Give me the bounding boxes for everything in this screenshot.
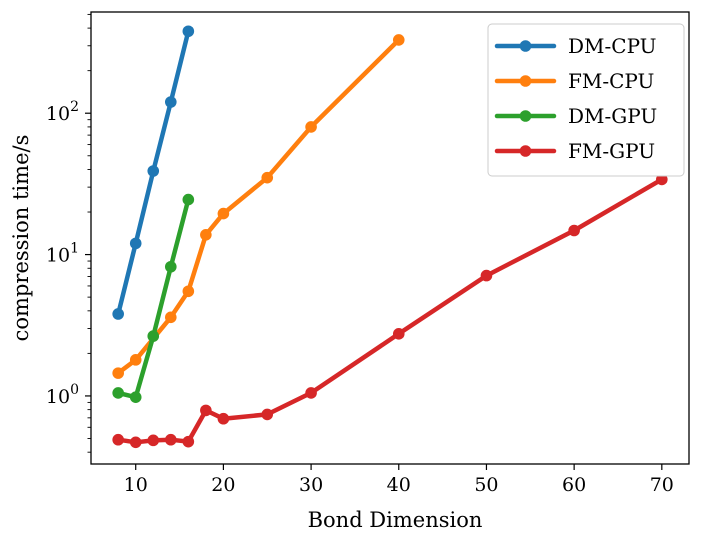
plot-frame <box>90 11 690 465</box>
data-point-fm-cpu <box>392 34 405 46</box>
data-point-fm-cpu <box>164 311 177 324</box>
legend-label-fm-gpu: FM-GPU <box>568 139 655 163</box>
data-point-fm-gpu <box>147 434 160 447</box>
legend-label-fm-cpu: FM-CPU <box>568 69 654 93</box>
data-point-dm-cpu <box>182 25 195 38</box>
data-point-dm-gpu <box>147 330 160 342</box>
data-point-dm-cpu <box>129 237 142 250</box>
legend-marker-fm-gpu <box>519 145 532 157</box>
legend: DM-CPU FM-CPU DM-GPU FM-GPU <box>487 23 685 177</box>
legend-box <box>487 23 685 177</box>
data-point-dm-gpu <box>182 193 195 206</box>
data-point-fm-gpu <box>305 387 317 399</box>
legend-marker-fm-cpu <box>519 75 532 87</box>
legend-label-dm-cpu: DM-CPU <box>568 34 657 58</box>
x-tick-label: 20 <box>211 474 235 496</box>
data-point-dm-cpu <box>147 165 160 177</box>
legend-marker-dm-cpu <box>519 40 532 52</box>
data-point-fm-cpu <box>112 367 124 379</box>
y-tick-label: 101 <box>46 241 79 267</box>
x-tick-label: 30 <box>299 474 323 496</box>
data-point-fm-gpu <box>182 435 195 448</box>
data-point-fm-gpu <box>656 173 668 186</box>
data-point-fm-gpu <box>568 224 580 237</box>
data-point-fm-gpu <box>129 436 142 449</box>
data-point-dm-gpu <box>164 260 177 273</box>
data-point-dm-gpu <box>129 391 142 403</box>
y-axis-label: compression time/s <box>9 135 33 342</box>
data-point-fm-gpu <box>392 328 405 340</box>
x-axis-ticks: 10 20 30 40 50 60 70 <box>124 464 674 496</box>
data-point-fm-cpu <box>305 121 317 133</box>
x-axis-label: Bond Dimension <box>308 508 483 532</box>
data-point-fm-gpu <box>261 408 274 421</box>
data-point-fm-cpu <box>261 171 274 184</box>
data-point-fm-cpu <box>129 354 142 366</box>
y-tick-label: 100 <box>46 382 79 408</box>
x-tick-label: 40 <box>387 474 411 496</box>
data-point-fm-cpu <box>200 229 212 241</box>
data-point-fm-gpu <box>480 269 493 282</box>
data-point-fm-gpu <box>200 404 212 417</box>
data-point-dm-gpu <box>112 387 124 399</box>
x-tick-label: 60 <box>562 474 586 496</box>
legend-label-dm-gpu: DM-GPU <box>568 104 657 128</box>
data-point-fm-cpu <box>182 285 195 298</box>
data-point-fm-gpu <box>217 412 230 425</box>
series-layer <box>112 25 668 449</box>
x-tick-label: 70 <box>650 474 674 496</box>
legend-marker-dm-gpu <box>519 110 532 122</box>
y-tick-label: 102 <box>46 99 79 125</box>
data-point-fm-gpu <box>164 433 177 446</box>
x-tick-label: 50 <box>474 474 498 496</box>
x-tick-label: 10 <box>124 474 148 496</box>
data-point-dm-cpu <box>164 96 177 108</box>
y-axis-ticks: 100 101 102 <box>46 13 91 453</box>
data-point-dm-cpu <box>112 308 124 320</box>
data-point-fm-gpu <box>112 433 124 446</box>
data-point-fm-cpu <box>217 207 230 220</box>
